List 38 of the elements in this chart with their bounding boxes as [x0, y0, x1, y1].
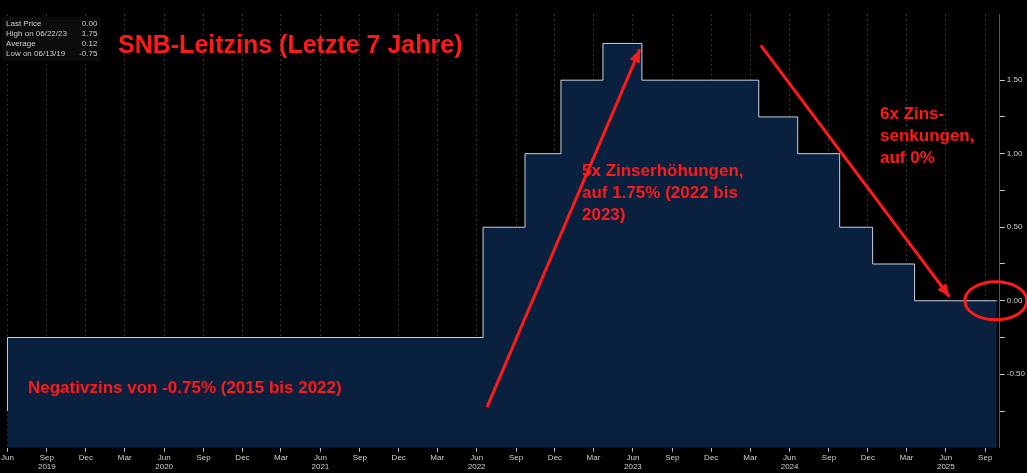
x-tick-label: Jun 2025 [936, 452, 956, 472]
x-tick-label: Jun 2024 [780, 452, 800, 472]
x-tick-label: Mar [117, 452, 132, 462]
x-tick-label: Sep [665, 452, 680, 462]
annotation: 6x Zins- senkungen, auf 0% [880, 103, 975, 169]
x-tick-label: Dec [704, 452, 719, 462]
y-tick-label: -0.50 [1006, 369, 1026, 379]
x-tick-label: Jun [1, 452, 14, 462]
x-tick-label: Mar [899, 452, 914, 462]
x-tick-label: Sep 2019 [37, 452, 57, 472]
y-tick-label: 0.00 [1006, 295, 1023, 305]
text: Last Price 0.00 [6, 19, 98, 28]
x-tick-label: Dec [78, 452, 93, 462]
x-tick-label: Mar [430, 452, 445, 462]
y-tick-label: 0.50 [1006, 222, 1023, 232]
x-tick-label: Mar [274, 452, 289, 462]
x-tick-label: Jun 2023 [623, 452, 643, 472]
x-tick-label: Jun 2022 [467, 452, 487, 472]
x-tick-label: Mar [586, 452, 601, 462]
annotation: Negativzins von -0.75% (2015 bis 2022) [28, 377, 342, 399]
x-tick-label: Sep [821, 452, 837, 462]
x-tick-label: Mar [743, 452, 758, 462]
text: Low on 06/13/19 -0.75 [6, 49, 98, 58]
y-tick-label: 1.00 [1006, 148, 1023, 158]
x-tick-label: Dec [547, 452, 563, 462]
x-tick-label: Sep [352, 452, 368, 462]
text: High on 06/22/23 1.75 [6, 29, 98, 38]
x-tick-label: Jun 2021 [311, 452, 330, 472]
x-tick-label: Sep [508, 452, 524, 462]
x-tick-label: Sep [196, 452, 212, 462]
text: SNB-Leitzins (Letzte 7 Jahre) [118, 30, 463, 59]
x-tick-label: Sep [978, 452, 993, 462]
x-tick-label: Dec [391, 452, 406, 462]
x-tick-label: Dec [860, 452, 876, 462]
text: Average 0.12 [6, 39, 98, 48]
y-tick-label: 1.50 [1006, 75, 1023, 85]
x-tick-label: Jun 2020 [155, 452, 174, 472]
x-tick-label: Dec [235, 452, 250, 462]
